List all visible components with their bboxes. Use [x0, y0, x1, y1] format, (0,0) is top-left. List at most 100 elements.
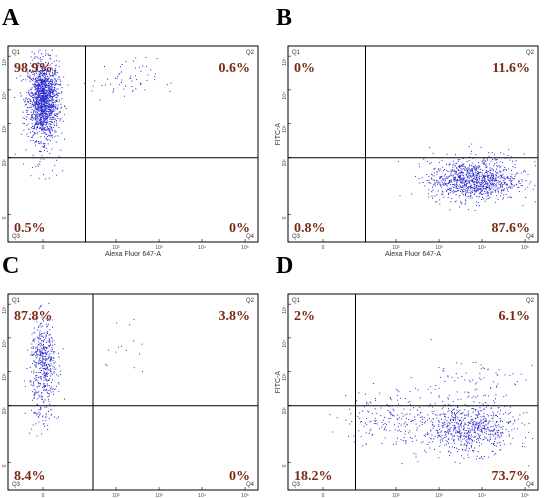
event-dot — [496, 386, 498, 388]
event-dot — [56, 374, 58, 376]
event-dot — [40, 100, 42, 102]
event-dot — [491, 450, 493, 452]
event-dot — [37, 109, 39, 111]
event-dot — [42, 340, 44, 341]
event-dot — [487, 428, 489, 430]
event-dot — [39, 95, 41, 96]
event-dot — [30, 88, 32, 90]
event-dot — [409, 430, 411, 432]
event-dot — [482, 185, 484, 187]
event-dot — [422, 182, 424, 183]
event-dot — [51, 81, 53, 82]
event-dot — [121, 82, 122, 83]
event-dot — [36, 315, 37, 317]
event-dot — [473, 401, 475, 403]
event-dot — [55, 81, 57, 83]
event-dot — [433, 175, 435, 177]
event-dot — [49, 153, 51, 154]
event-dot — [47, 53, 49, 55]
event-dot — [118, 73, 120, 75]
event-dot — [43, 132, 45, 134]
event-dot — [28, 91, 30, 93]
event-dot — [508, 148, 510, 150]
event-dot — [26, 101, 28, 103]
event-dot — [26, 116, 28, 118]
event-dot — [489, 420, 491, 422]
event-dot — [468, 434, 470, 436]
event-dot — [36, 329, 38, 331]
event-dot — [467, 396, 469, 398]
event-dot — [449, 180, 451, 182]
event-dot — [470, 175, 472, 177]
event-dot — [47, 70, 49, 72]
event-dot — [38, 79, 40, 81]
event-dot — [43, 122, 45, 124]
event-dot — [31, 115, 33, 117]
event-dot — [44, 92, 46, 94]
event-dot — [480, 438, 482, 440]
event-dot — [55, 104, 57, 106]
event-dot — [39, 376, 41, 378]
event-dot — [35, 91, 37, 93]
event-dot — [404, 421, 406, 423]
event-dot — [480, 188, 482, 190]
event-dot — [49, 58, 51, 60]
event-dot — [35, 114, 37, 116]
event-dot — [534, 184, 536, 186]
event-dot — [46, 70, 48, 72]
event-dot — [37, 349, 39, 351]
event-dot — [55, 97, 57, 99]
event-dot — [493, 184, 495, 186]
event-dot — [447, 376, 449, 378]
event-dot — [441, 413, 443, 415]
event-dot — [38, 71, 40, 73]
event-dot — [513, 428, 515, 430]
event-dot — [36, 414, 38, 416]
event-dot — [57, 375, 59, 377]
event-dot — [401, 418, 403, 420]
event-dot — [52, 98, 54, 100]
event-dot — [42, 129, 44, 131]
event-dot — [502, 413, 504, 415]
event-dot — [449, 404, 451, 406]
event-dot — [47, 379, 49, 381]
quadrant-percentage: 0.8% — [294, 221, 326, 236]
event-dot — [457, 431, 459, 433]
event-dot — [483, 163, 485, 165]
event-dot — [508, 431, 510, 433]
event-dot — [57, 382, 59, 384]
event-dot — [51, 129, 53, 131]
event-dot — [33, 73, 35, 75]
event-dot — [465, 200, 467, 202]
event-dot — [61, 106, 63, 108]
event-dot — [443, 184, 445, 186]
event-dot — [493, 185, 495, 187]
event-dot — [494, 154, 495, 156]
event-dot — [437, 169, 439, 171]
event-dot — [471, 189, 473, 191]
event-dot — [463, 409, 465, 411]
event-dot — [404, 398, 406, 400]
event-dot — [43, 97, 45, 99]
event-dot — [474, 389, 476, 391]
event-dot — [91, 90, 93, 92]
event-dot — [482, 415, 484, 417]
event-dot — [50, 118, 52, 120]
event-dot — [449, 419, 451, 421]
event-dot — [461, 189, 463, 191]
event-dot — [492, 183, 494, 185]
event-dot — [476, 204, 478, 206]
event-dot — [39, 73, 41, 75]
event-dot — [498, 424, 500, 426]
event-dot — [55, 55, 57, 57]
event-dot — [50, 135, 52, 137]
event-dot — [463, 419, 464, 421]
event-dot — [51, 357, 52, 359]
event-dot — [405, 441, 407, 443]
event-dot — [59, 79, 61, 81]
event-dot — [470, 191, 472, 193]
event-dot — [478, 413, 480, 415]
event-dot — [437, 183, 439, 185]
event-dot — [448, 425, 450, 427]
event-dot — [457, 159, 459, 161]
